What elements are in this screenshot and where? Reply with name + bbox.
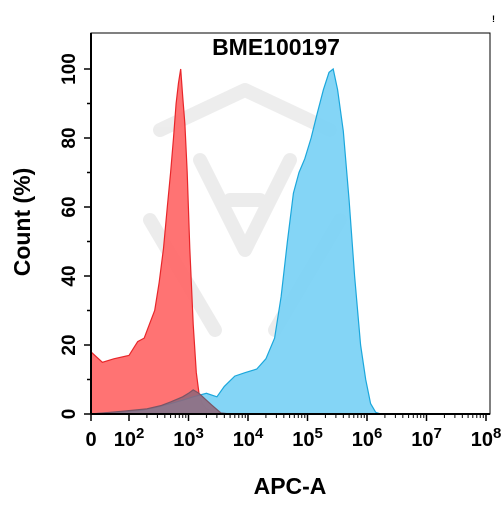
- series-area-3: [90, 389, 231, 415]
- y-axis-title: Count (%): [9, 168, 35, 277]
- plot-areas: [90, 67, 486, 415]
- x-axis-title: APC-A: [254, 473, 327, 499]
- x-tick-label-1000000: 106: [352, 425, 383, 451]
- y-tick-label-100: 100: [59, 53, 80, 85]
- x-tick-label-0: 0: [85, 429, 96, 451]
- y-tick-label-80: 80: [59, 127, 80, 148]
- x-tick-label-100000000: 108: [471, 425, 502, 451]
- y-tick-label-60: 60: [59, 196, 80, 217]
- x-tick-label-10000: 104: [233, 425, 264, 451]
- x-tick-label-100000: 105: [292, 425, 323, 451]
- x-tick-label-100: 102: [114, 425, 145, 451]
- y-tick-label-20: 20: [59, 334, 80, 355]
- x-tick-label-1000: 103: [173, 425, 204, 451]
- series-area-2: [90, 67, 486, 415]
- x-tick-label-10000000: 107: [411, 425, 442, 451]
- y-tick-label-40: 40: [59, 265, 80, 286]
- corner-mark: !: [492, 14, 495, 24]
- tick-marks: [84, 68, 487, 421]
- y-tick-label-0: 0: [59, 409, 80, 420]
- chart-title: BME100197: [212, 34, 340, 60]
